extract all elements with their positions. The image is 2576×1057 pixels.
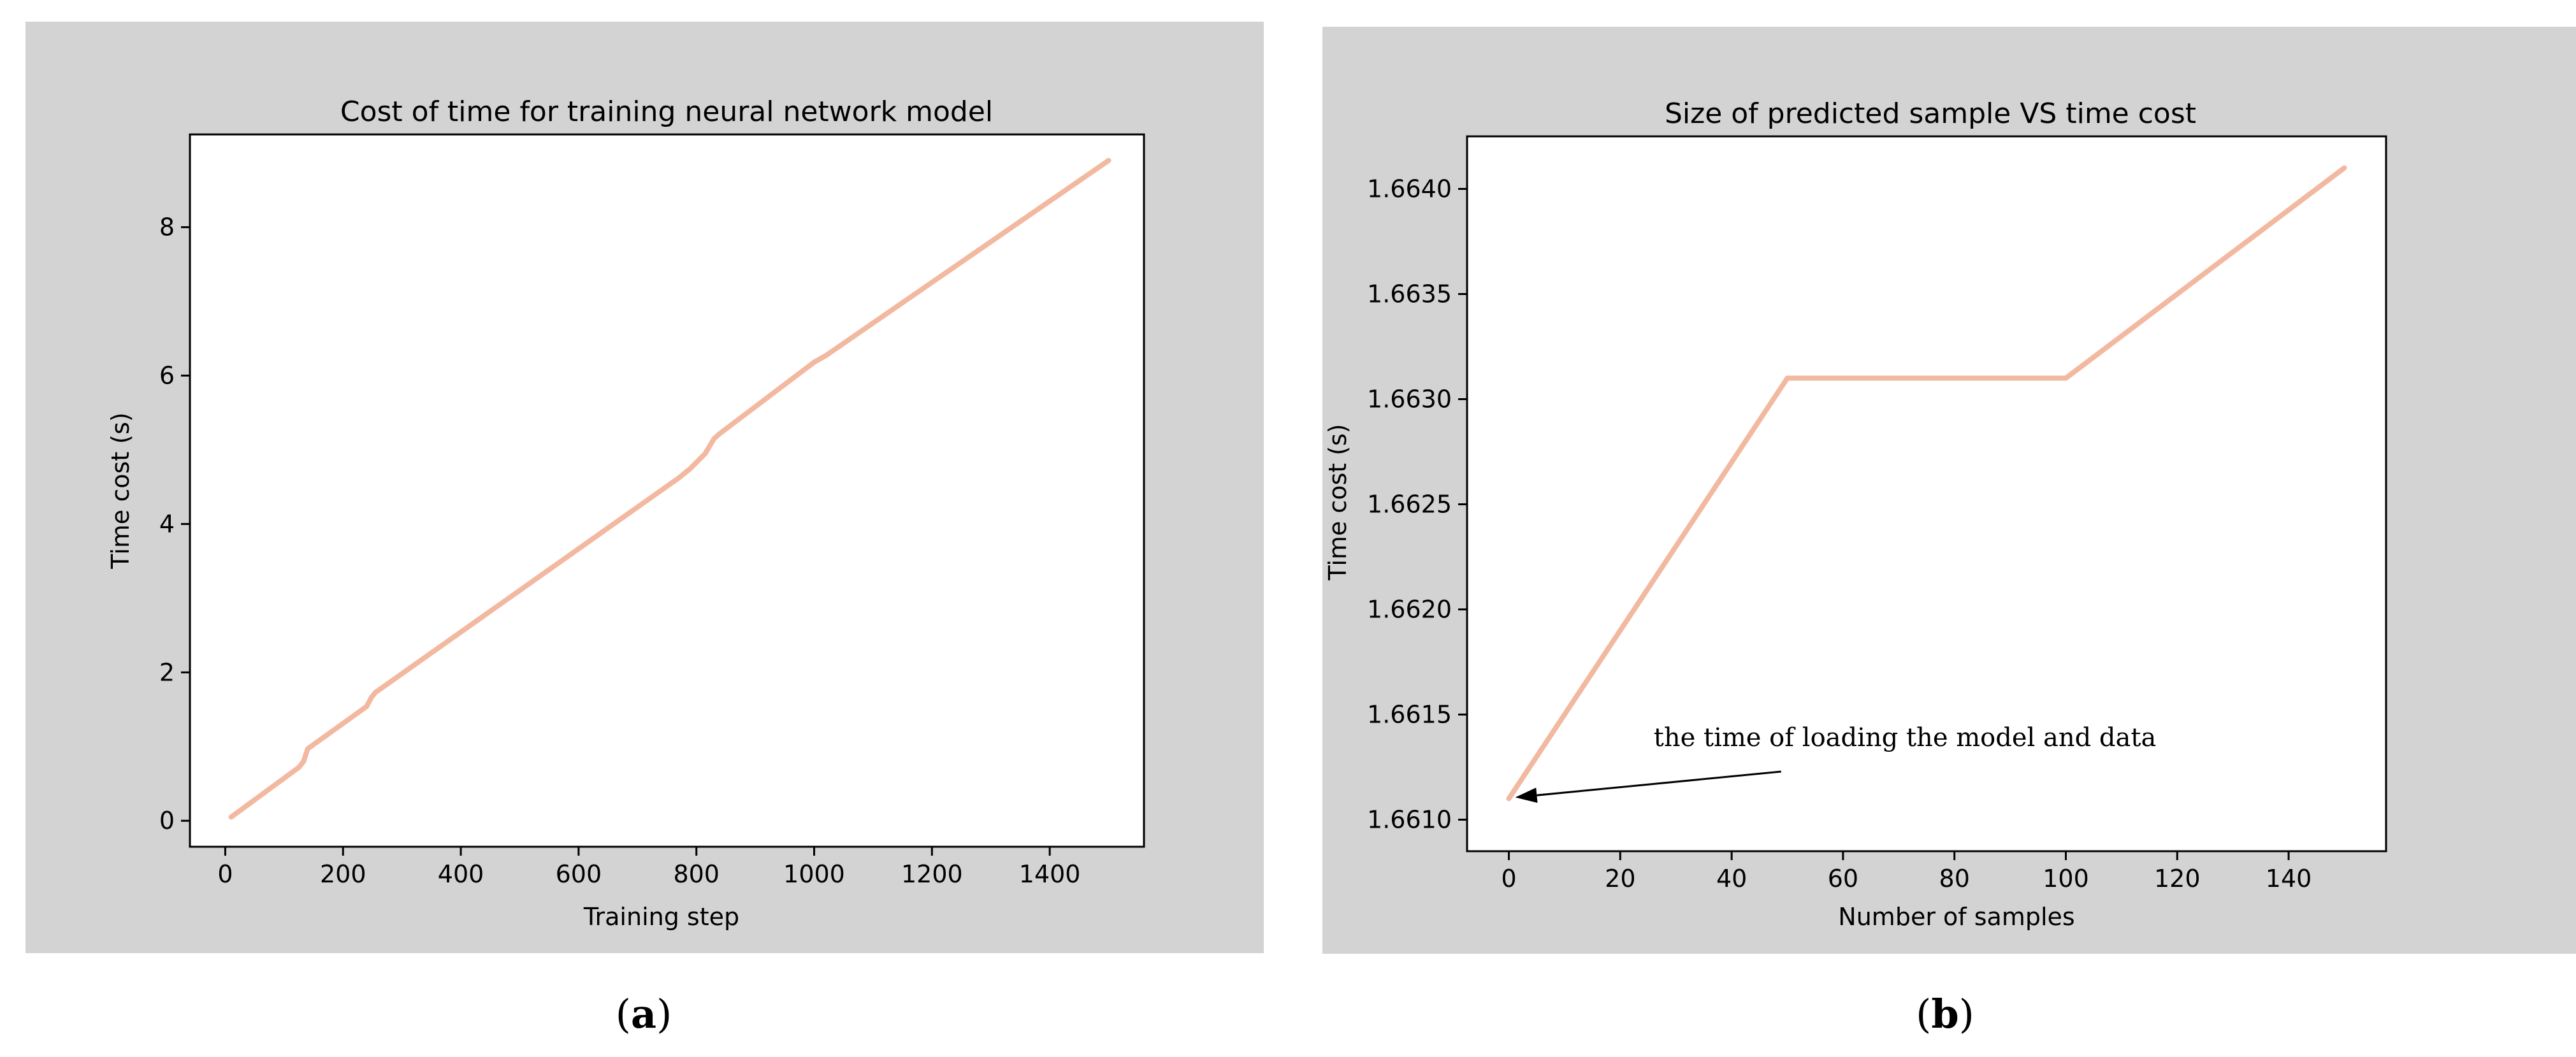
panel-a-y-ticks: 0 2 4 6 8 (159, 213, 190, 835)
panel-b: Size of predicted sample VS time cost 0 2… (1322, 27, 2576, 954)
y-tick-label: 1.6620 (1367, 596, 1452, 624)
x-tick-label: 1400 (1019, 860, 1081, 888)
annotation-text: the time of loading the model and data (1654, 723, 2157, 752)
panel-a-series-line (228, 157, 1111, 820)
panel-b-series-line (1506, 165, 2347, 802)
panel-b-title: Size of predicted sample VS time cost (1665, 97, 2196, 130)
panel-b-x-ticks: 0 20 40 60 80 100 120 140 (1501, 851, 2312, 893)
panel-a-plot-area (189, 133, 1145, 848)
y-tick-label: 8 (159, 213, 175, 241)
x-tick-label: 120 (2154, 865, 2201, 893)
panel-a-x-ticks: 0 200 400 600 800 1000 1200 1400 (217, 847, 1081, 888)
panel-b-y-ticks: 1.6610 1.6615 1.6620 1.6625 1.6630 1.6635 1.66… (1367, 175, 1467, 834)
x-tick-label: 600 (556, 860, 602, 888)
y-tick-label: 1.6630 (1367, 385, 1452, 413)
y-tick-label: 1.6625 (1367, 491, 1452, 519)
y-tick-label: 1.6635 (1367, 280, 1452, 308)
panel-a-title: Cost of time for training neural network… (340, 96, 993, 128)
y-tick-label: 1.6640 (1367, 175, 1452, 203)
x-tick-label: 80 (1939, 865, 1970, 893)
x-tick-label: 800 (673, 860, 720, 888)
annotation-arrowhead (1515, 787, 1538, 803)
x-tick-label: 1200 (901, 860, 963, 888)
y-tick-label: 2 (159, 658, 175, 686)
caption-b: (b) (1916, 991, 1974, 1037)
x-tick-label: 400 (438, 860, 484, 888)
x-tick-label: 0 (1501, 865, 1516, 893)
panel-a-y-axis-label: Time cost (s) (106, 412, 134, 569)
x-tick-label: 0 (217, 860, 233, 888)
y-tick-label: 4 (159, 510, 175, 538)
x-tick-label: 200 (320, 860, 366, 888)
x-tick-label: 40 (1716, 865, 1747, 893)
x-tick-label: 1000 (783, 860, 845, 888)
caption-b-letter: b (1931, 991, 1958, 1037)
y-tick-label: 6 (159, 361, 175, 389)
annotation-arrow (1537, 770, 1781, 796)
panel-b-plot-area (1466, 135, 2387, 852)
x-tick-label: 140 (2266, 865, 2312, 893)
x-tick-label: 20 (1605, 865, 1635, 893)
panel-b-annotation: the time of loading the model and data (1515, 723, 2157, 803)
caption-a-letter: a (631, 991, 656, 1037)
y-tick-label: 1.6610 (1367, 806, 1452, 834)
y-tick-label: 1.6615 (1367, 701, 1452, 729)
panel-a-x-axis-label: Training step (583, 903, 739, 931)
x-tick-label: 60 (1828, 865, 1858, 893)
y-tick-label: 0 (159, 807, 175, 835)
caption-a: (a) (616, 991, 672, 1037)
panel-a: Cost of time for training neural network… (25, 22, 1264, 953)
panel-b-x-axis-label: Number of samples (1838, 903, 2074, 931)
x-tick-label: 100 (2043, 865, 2089, 893)
panel-b-y-axis-label: Time cost (s) (1324, 424, 1352, 580)
